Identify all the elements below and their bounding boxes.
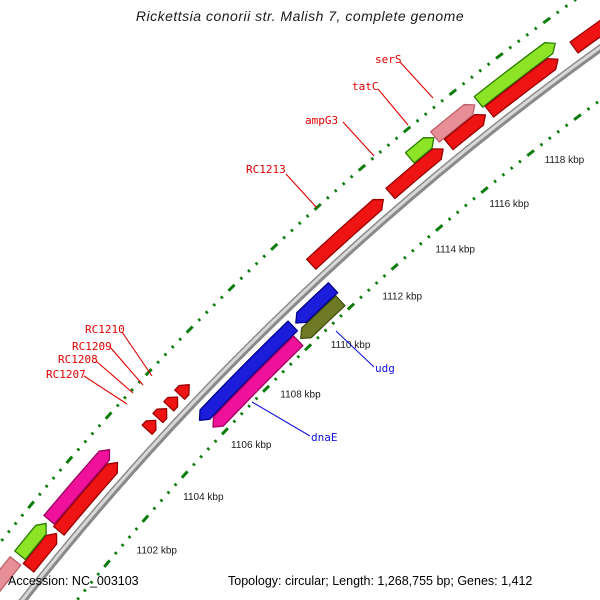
backbone-arc-highlight (20, 45, 600, 600)
gene-arrow-dnaE[interactable] (212, 335, 304, 428)
leader-line-RC1213 (285, 173, 318, 209)
gene-arrow-RC1209[interactable] (163, 396, 179, 412)
gene-arrow-RC1210[interactable] (174, 384, 190, 400)
leader-line-tatC (377, 88, 409, 126)
gene-arrow-ampG3[interactable] (385, 148, 444, 200)
tick-label-1118: 1118 kbp (545, 155, 585, 166)
leader-line-RC1207 (83, 375, 128, 405)
gene-arrow-green-1100[interactable] (14, 522, 47, 561)
tick-label-1112: 1112 kbp (382, 292, 422, 303)
gene-label-dnaE[interactable]: dnaE (311, 431, 338, 444)
gene-arrow-RC1207[interactable] (141, 419, 157, 435)
gene-arrow-tatC[interactable] (404, 137, 435, 164)
gene-label-serS[interactable]: serS (375, 53, 402, 66)
gene-arrow-blue-short[interactable] (295, 282, 339, 324)
topology-label: Topology: circular; Length: 1,268,755 bp… (228, 574, 533, 588)
gene-arrow-red-1116[interactable] (443, 113, 487, 151)
accession-label: Accession: NC_003103 (8, 574, 139, 588)
leader-line-udg (335, 330, 375, 368)
gene-arrow-red-1101[interactable] (53, 461, 119, 536)
gene-label-RC1210[interactable]: RC1210 (85, 323, 125, 336)
page-title: Rickettsia conorii str. Malish 7, comple… (135, 8, 465, 24)
gene-label-RC1208[interactable]: RC1208 (58, 353, 98, 366)
gene-label-udg[interactable]: udg (375, 362, 395, 375)
leader-line-ampG3 (342, 121, 375, 157)
gene-label-RC1207[interactable]: RC1207 (46, 368, 86, 381)
gene-label-RC1209[interactable]: RC1209 (72, 340, 112, 353)
gene-arrow-udg[interactable] (300, 295, 346, 339)
tick-label-1106: 1106 kbp (231, 440, 272, 451)
tick-label-1108: 1108 kbp (280, 389, 321, 400)
leader-line-RC1210 (121, 331, 153, 377)
tick-label-1104: 1104 kbp (183, 492, 224, 503)
outer-dotted-ruler-arc (0, 0, 578, 546)
gene-arrow-pink-1101[interactable] (43, 449, 111, 525)
leader-line-dnaE (251, 401, 311, 437)
tick-label-1116: 1116 kbp (489, 199, 529, 210)
gene-arrow-serS[interactable] (430, 103, 476, 143)
tick-label-1114: 1114 kbp (435, 245, 475, 256)
tick-label-1102: 1102 kbp (137, 545, 178, 556)
gene-arrow-blue-long[interactable] (198, 320, 299, 421)
leader-line-RC1209 (109, 346, 144, 386)
gene-label-ampG3[interactable]: ampG3 (305, 114, 338, 127)
gene-arrow-RC1213[interactable] (306, 198, 384, 270)
gene-arrow-red-corner[interactable] (569, 1, 600, 54)
leader-line-RC1208 (95, 360, 134, 394)
gene-arrow-RC1208[interactable] (152, 408, 168, 424)
gene-label-RC1213[interactable]: RC1213 (246, 163, 286, 176)
gene-arrow-salmon-corner[interactable] (0, 556, 22, 600)
gene-arrow-red-1100[interactable] (22, 532, 58, 573)
leader-line-serS (399, 61, 434, 99)
gene-arrow-red-1118[interactable] (484, 58, 559, 118)
gene-label-tatC[interactable]: tatC (352, 80, 379, 93)
gene-arrow-green-1118[interactable] (473, 42, 556, 108)
